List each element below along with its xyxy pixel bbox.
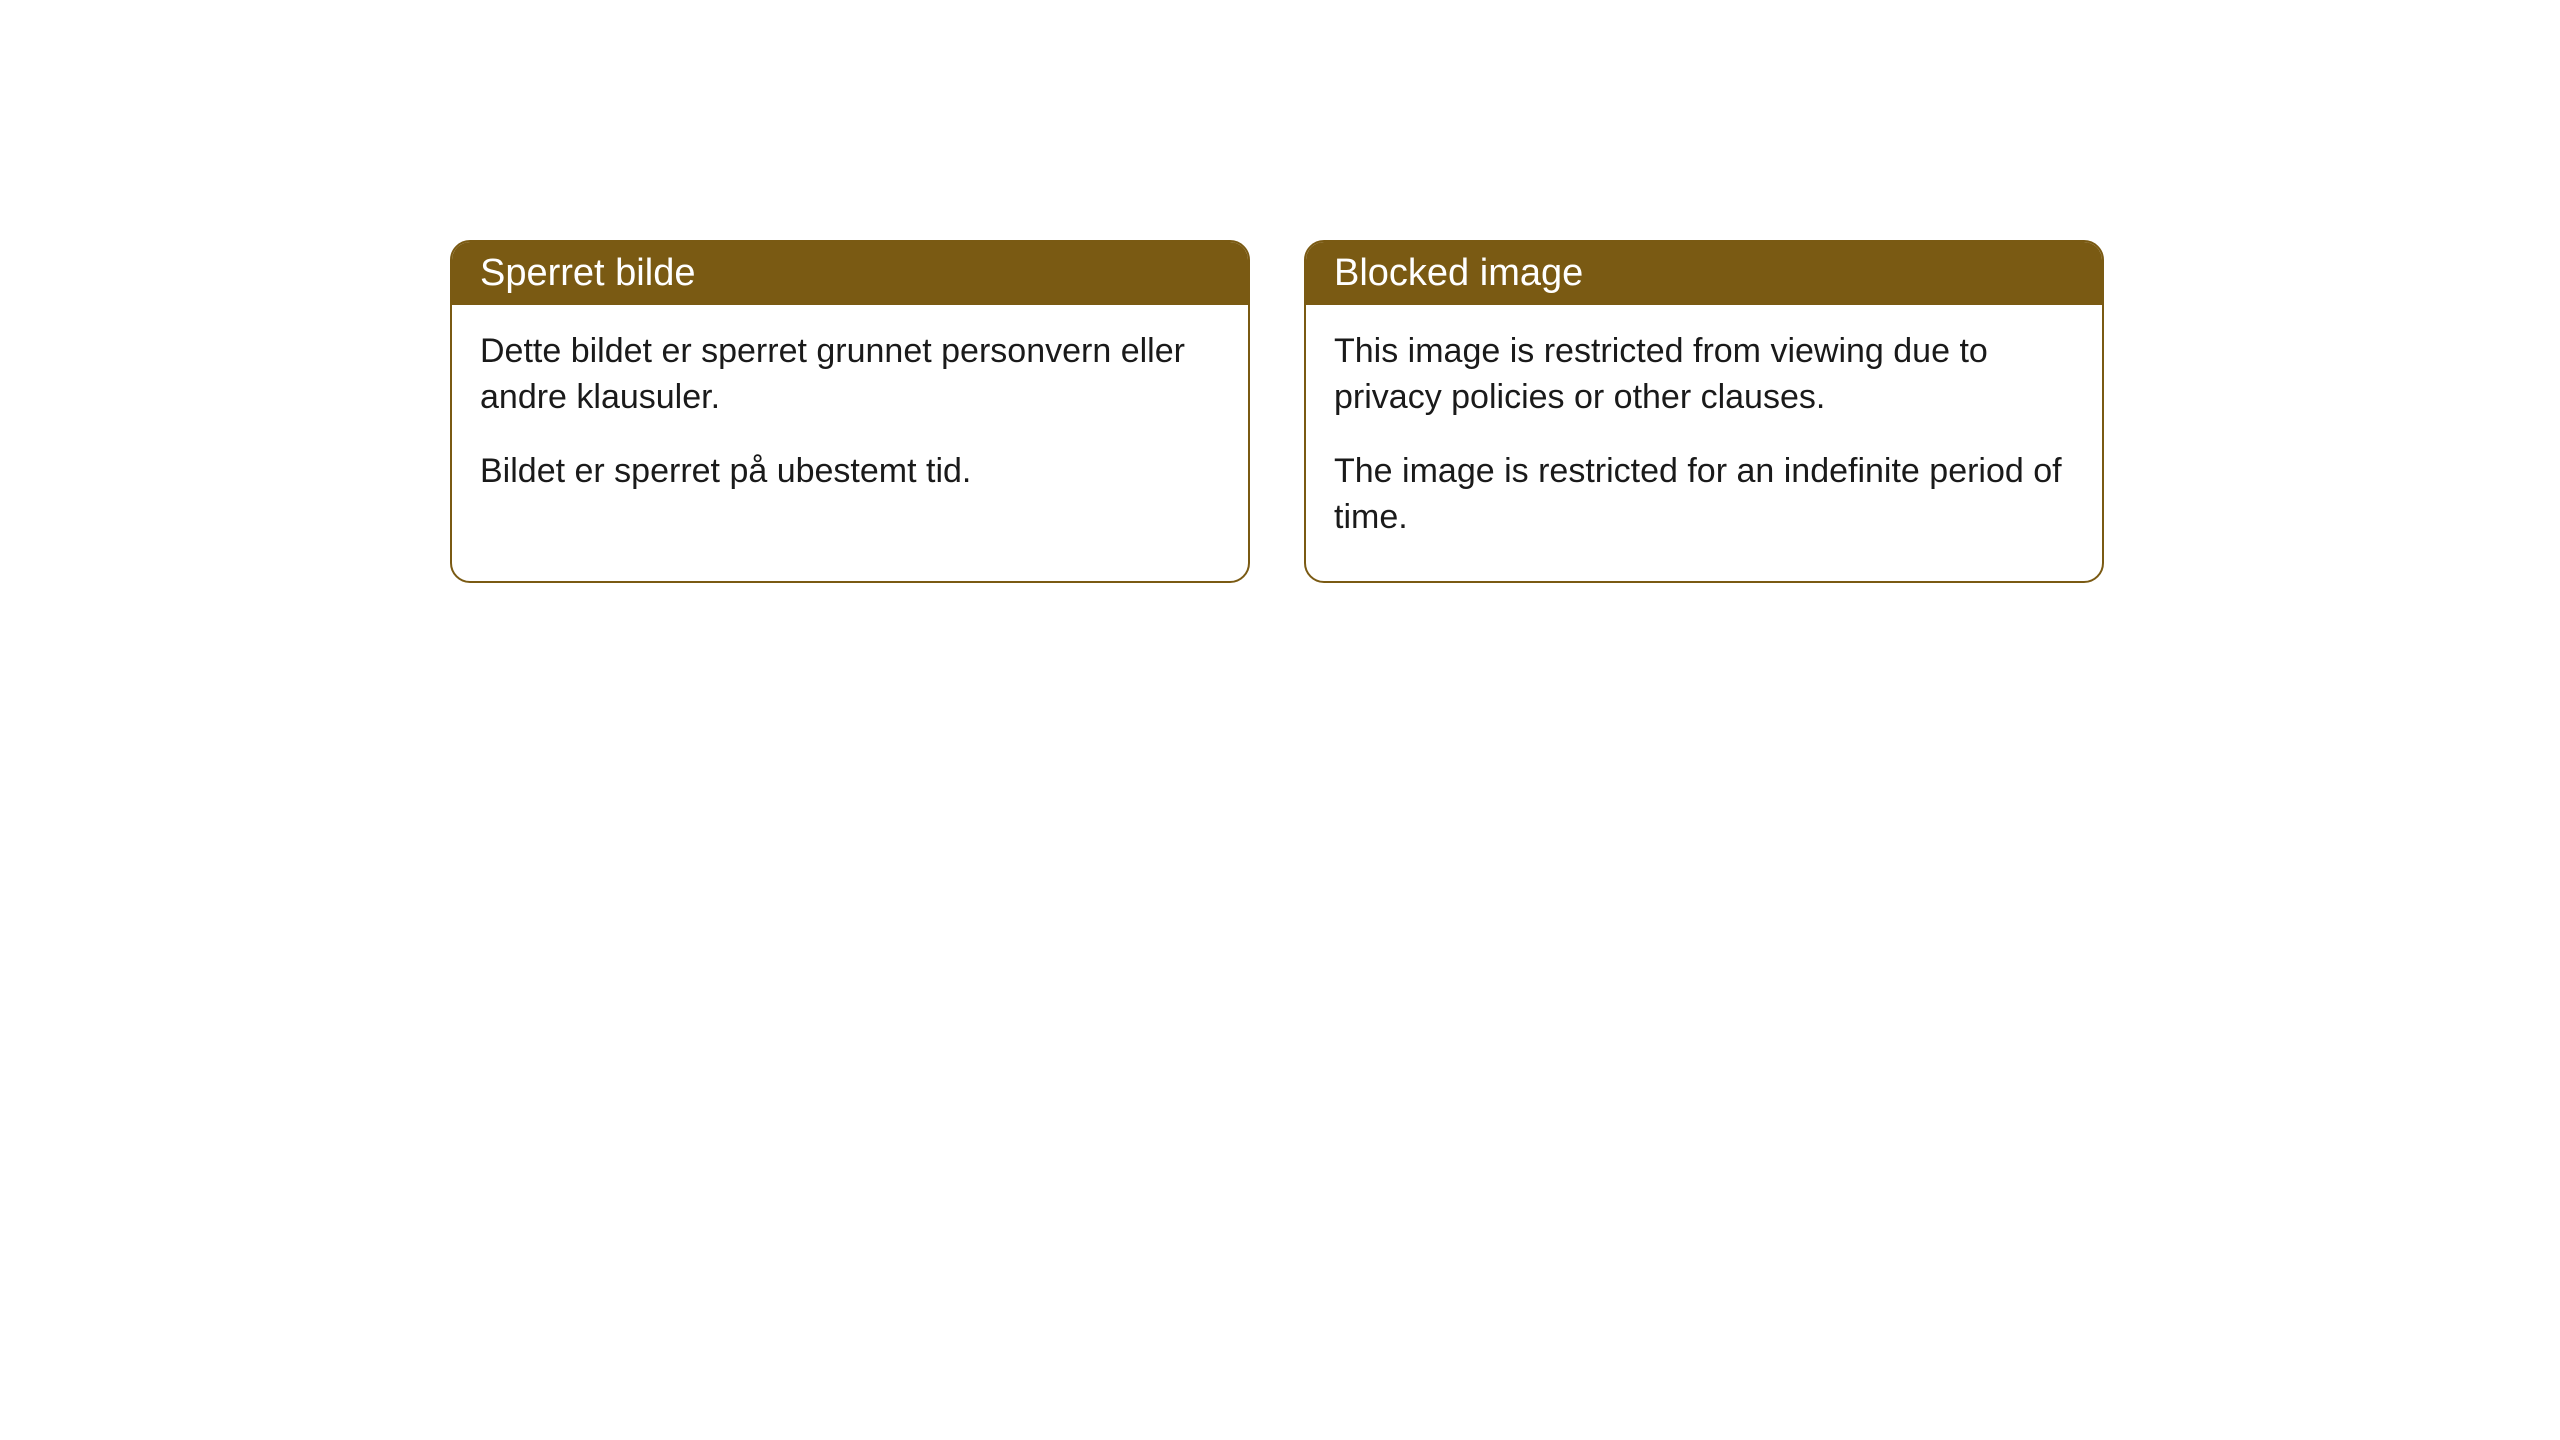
blocked-image-card-norwegian: Sperret bilde Dette bildet er sperret gr… (450, 240, 1250, 583)
card-title: Sperret bilde (480, 252, 695, 294)
card-paragraph-1: This image is restricted from viewing du… (1334, 329, 2074, 421)
card-paragraph-2: Bildet er sperret på ubestemt tid. (480, 449, 1220, 495)
card-title: Blocked image (1334, 252, 1583, 294)
card-paragraph-1: Dette bildet er sperret grunnet personve… (480, 329, 1220, 421)
blocked-image-card-english: Blocked image This image is restricted f… (1304, 240, 2104, 583)
card-body: This image is restricted from viewing du… (1306, 305, 2102, 581)
notice-container: Sperret bilde Dette bildet er sperret gr… (0, 0, 2560, 583)
card-header: Blocked image (1306, 242, 2102, 305)
card-paragraph-2: The image is restricted for an indefinit… (1334, 449, 2074, 541)
card-header: Sperret bilde (452, 242, 1248, 305)
card-body: Dette bildet er sperret grunnet personve… (452, 305, 1248, 535)
